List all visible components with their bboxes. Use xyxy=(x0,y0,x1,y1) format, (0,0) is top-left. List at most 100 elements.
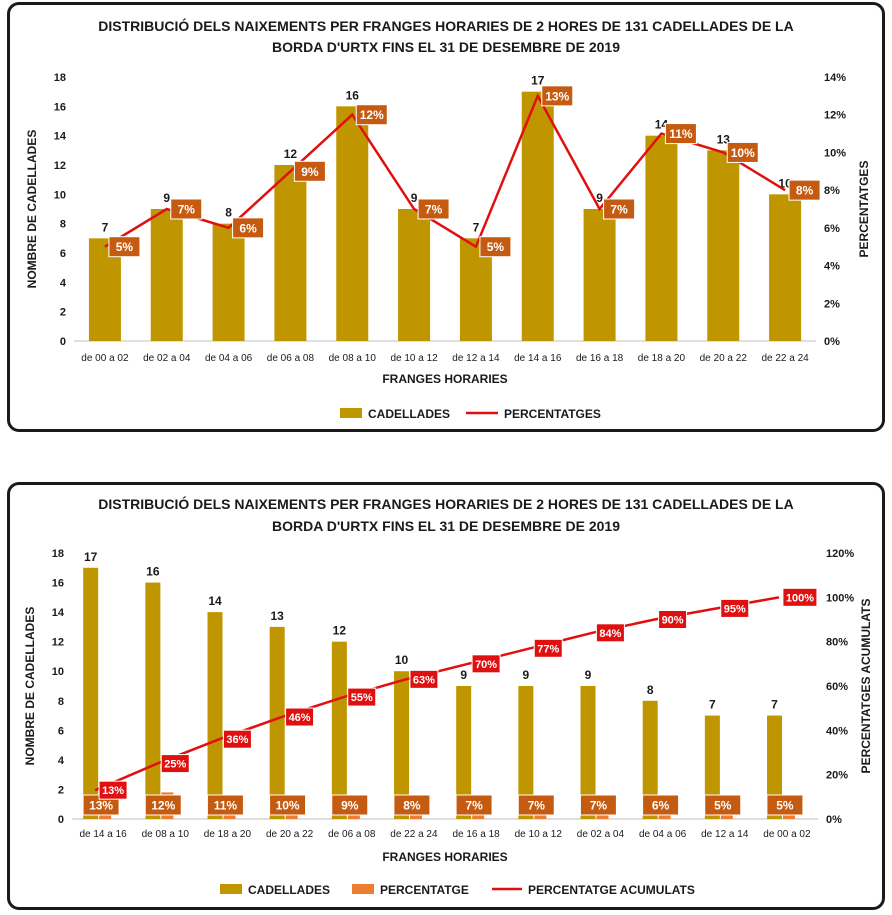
bar-cadellades xyxy=(704,715,720,819)
x-tick-label: de 22 a 24 xyxy=(390,829,438,840)
bar-cadellades xyxy=(580,686,596,819)
y-tick-label: 16 xyxy=(54,101,66,113)
y2-tick-label: 20% xyxy=(826,770,848,782)
pct-label: 9% xyxy=(301,165,319,179)
pct-label: 12% xyxy=(360,108,384,122)
pct-label: 13% xyxy=(545,89,569,103)
bar-value-label: 12 xyxy=(284,147,298,161)
cum-label-box xyxy=(720,598,750,618)
x-tick-label: de 10 a 12 xyxy=(515,829,563,840)
pct-label-box xyxy=(726,141,759,163)
bar-cadellades xyxy=(394,671,410,819)
pct-label-box xyxy=(541,85,574,107)
legend-label-cadellades: CADELLADES xyxy=(368,407,450,421)
x-tick-label: de 00 a 02 xyxy=(81,353,129,364)
pct-label: 7% xyxy=(465,799,483,813)
pct-label: 5% xyxy=(776,799,794,813)
x-tick-label: de 20 a 22 xyxy=(266,829,314,840)
legend-label-cadellades: CADELLADES xyxy=(248,883,330,897)
x-tick-label: de 16 a 18 xyxy=(452,829,500,840)
pct-label: 7% xyxy=(425,203,443,217)
y-tick-label: 0 xyxy=(60,336,66,348)
bar-cadellades xyxy=(769,194,802,341)
bar-value-label: 9 xyxy=(460,668,467,682)
chart-title-line: BORDA D'URTX FINS EL 31 DE DESEMBRE DE 2… xyxy=(272,518,620,534)
y-tick-label: 16 xyxy=(52,578,64,590)
legend-swatch-cadellades xyxy=(220,884,242,894)
y2-tick-label: 6% xyxy=(824,223,840,235)
cum-label-box xyxy=(471,654,501,674)
y2-tick-label: 40% xyxy=(826,725,848,737)
y2-tick-label: 0% xyxy=(824,336,840,348)
y-tick-label: 14 xyxy=(52,607,65,619)
y-tick-label: 14 xyxy=(54,131,67,143)
y-tick-label: 8 xyxy=(58,696,64,708)
y2-tick-label: 4% xyxy=(824,261,840,273)
cum-label-box xyxy=(409,669,439,689)
y-tick-label: 10 xyxy=(54,189,66,201)
y2-tick-label: 2% xyxy=(824,298,840,310)
pct-label: 7% xyxy=(178,203,196,217)
bar-cadellades xyxy=(521,91,554,342)
bar-value-label: 9 xyxy=(585,668,592,682)
pct-label: 7% xyxy=(528,799,546,813)
cum-label: 70% xyxy=(475,659,497,671)
bar-cadellades xyxy=(150,209,183,341)
x-tick-label: de 04 a 06 xyxy=(205,353,253,364)
cum-label: 95% xyxy=(724,603,746,615)
y2-tick-label: 14% xyxy=(824,72,846,84)
pct-label: 11% xyxy=(669,127,693,141)
chart-panel-2: DISTRIBUCIÓ DELS NAIXEMENTS PER FRANGES … xyxy=(7,482,885,910)
pct-label: 11% xyxy=(214,799,238,813)
pct-label-box xyxy=(788,179,821,201)
y2-tick-label: 12% xyxy=(824,110,846,122)
bar-value-label: 7 xyxy=(771,698,778,712)
pct-label-box xyxy=(293,160,326,182)
cum-label-box xyxy=(347,687,377,707)
bar-value-label: 8 xyxy=(647,683,654,697)
bar-value-label: 13 xyxy=(271,609,285,623)
pct-label-box xyxy=(232,217,265,239)
legend-label-percentatges: PERCENTATGES xyxy=(504,407,601,421)
y-axis-title: NOMBRE DE CADELLADES xyxy=(23,607,37,766)
bar-cadellades xyxy=(642,700,658,819)
line-percentatges xyxy=(104,92,786,249)
x-tick-label: de 18 a 20 xyxy=(204,829,252,840)
pct-label-box xyxy=(393,794,431,816)
pct-label-box xyxy=(170,198,203,220)
pct-label: 5% xyxy=(714,799,732,813)
pct-label: 10% xyxy=(276,799,300,813)
y2-tick-label: 100% xyxy=(826,592,854,604)
x-tick-label: de 12 a 14 xyxy=(701,829,749,840)
x-tick-label: de 22 a 24 xyxy=(761,353,809,364)
bar-cadellades xyxy=(331,641,347,819)
bar-cadellades xyxy=(274,165,307,341)
x-tick-label: de 16 a 18 xyxy=(576,353,624,364)
bar-value-label: 16 xyxy=(346,88,360,102)
bar-value-label: 9 xyxy=(163,191,170,205)
y2-tick-label: 0% xyxy=(826,814,842,826)
chart-title-line: DISTRIBUCIÓ DELS NAIXEMENTS PER FRANGES … xyxy=(98,495,793,512)
bar-cadellades xyxy=(207,612,223,819)
cum-label-box xyxy=(285,707,315,727)
y-tick-label: 8 xyxy=(60,219,66,231)
pct-label-box xyxy=(766,794,804,816)
pct-label-box xyxy=(144,794,182,816)
cum-label-box xyxy=(222,729,252,749)
y-tick-label: 2 xyxy=(58,784,64,796)
x-tick-label: de 04 a 06 xyxy=(639,829,687,840)
bar-value-label: 7 xyxy=(102,220,109,234)
legend-swatch-cadellades xyxy=(340,408,362,418)
cum-label: 55% xyxy=(351,692,373,704)
pct-label-box xyxy=(603,198,636,220)
cum-label-box xyxy=(98,780,128,800)
x-tick-label: de 02 a 04 xyxy=(143,353,191,364)
y-tick-label: 4 xyxy=(58,755,65,767)
y-tick-label: 12 xyxy=(52,637,64,649)
pct-label: 12% xyxy=(151,799,175,813)
y-axis-title: NOMBRE DE CADELLADES xyxy=(25,130,39,289)
cum-label: 90% xyxy=(662,615,684,627)
y2-axis-title: PERCENTATGES ACUMULATS xyxy=(859,599,873,774)
cum-label-box xyxy=(160,754,190,774)
x-tick-label: de 12 a 14 xyxy=(452,353,500,364)
